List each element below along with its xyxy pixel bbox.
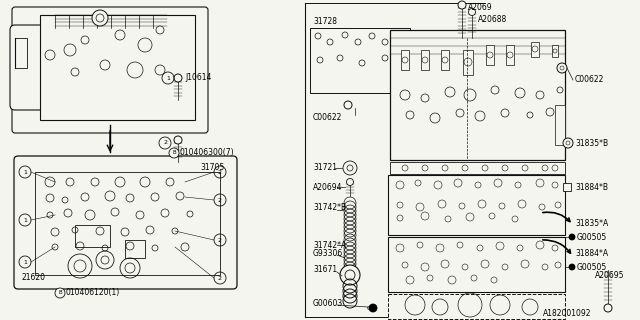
Text: 1: 1 xyxy=(23,170,27,174)
Circle shape xyxy=(138,38,152,52)
FancyBboxPatch shape xyxy=(12,7,208,133)
Circle shape xyxy=(71,68,79,76)
Text: 31835*A: 31835*A xyxy=(575,219,608,228)
Circle shape xyxy=(100,60,110,70)
Text: 31884*B: 31884*B xyxy=(575,183,608,193)
Bar xyxy=(421,50,429,70)
Circle shape xyxy=(174,74,182,82)
Text: A20695: A20695 xyxy=(595,270,625,279)
FancyBboxPatch shape xyxy=(14,156,237,289)
Circle shape xyxy=(45,50,55,60)
Text: 31742*B: 31742*B xyxy=(313,204,346,212)
Circle shape xyxy=(169,148,179,158)
Bar xyxy=(531,42,539,57)
Circle shape xyxy=(115,30,125,40)
Circle shape xyxy=(346,179,353,186)
Bar xyxy=(555,105,565,145)
Text: 31705: 31705 xyxy=(200,163,224,172)
Text: 31884*A: 31884*A xyxy=(575,249,608,258)
Text: 31742*A: 31742*A xyxy=(313,241,346,250)
Text: 010406300(7): 010406300(7) xyxy=(180,148,235,157)
Circle shape xyxy=(155,65,165,75)
Circle shape xyxy=(557,63,567,73)
Text: G00505: G00505 xyxy=(577,233,607,242)
Circle shape xyxy=(174,136,182,144)
Text: 2: 2 xyxy=(218,170,222,174)
Text: B: B xyxy=(172,150,176,156)
Text: J10614: J10614 xyxy=(185,74,211,83)
Text: B: B xyxy=(58,291,62,295)
Text: 2: 2 xyxy=(218,237,222,243)
Text: G93306: G93306 xyxy=(313,249,343,258)
Circle shape xyxy=(344,101,352,109)
Bar xyxy=(388,175,565,235)
Bar xyxy=(486,45,494,65)
Circle shape xyxy=(55,288,65,298)
Text: 1: 1 xyxy=(23,260,27,265)
Circle shape xyxy=(345,270,355,280)
Bar xyxy=(441,50,449,70)
Text: G00603: G00603 xyxy=(313,300,343,308)
Text: 31728: 31728 xyxy=(313,18,337,27)
Text: 31671: 31671 xyxy=(313,266,337,275)
Bar xyxy=(463,50,473,75)
Text: 2: 2 xyxy=(163,140,167,146)
Text: 31721: 31721 xyxy=(313,164,337,172)
Text: 31835*B: 31835*B xyxy=(575,139,608,148)
Text: C00622: C00622 xyxy=(313,114,342,123)
Bar xyxy=(388,237,565,292)
Bar xyxy=(35,172,220,275)
Circle shape xyxy=(340,265,360,285)
Circle shape xyxy=(343,161,357,175)
Circle shape xyxy=(569,264,575,270)
Text: A20694: A20694 xyxy=(313,182,342,191)
Circle shape xyxy=(458,1,466,9)
Bar xyxy=(40,15,195,120)
Text: A20688: A20688 xyxy=(478,15,508,25)
Bar xyxy=(125,240,145,258)
Circle shape xyxy=(569,234,575,240)
Bar xyxy=(15,38,27,68)
Text: A182001092: A182001092 xyxy=(543,308,591,317)
Text: 1: 1 xyxy=(166,76,170,81)
Circle shape xyxy=(92,10,108,26)
FancyBboxPatch shape xyxy=(10,25,65,110)
Bar xyxy=(75,225,110,247)
Text: A2069: A2069 xyxy=(468,4,493,12)
Circle shape xyxy=(127,62,143,78)
Circle shape xyxy=(369,304,377,312)
FancyArrowPatch shape xyxy=(543,240,570,253)
Bar xyxy=(390,30,565,160)
Text: C00622: C00622 xyxy=(575,76,604,84)
Circle shape xyxy=(468,9,476,15)
Text: O-: O- xyxy=(367,306,374,310)
Circle shape xyxy=(81,36,89,44)
Circle shape xyxy=(156,26,164,34)
FancyArrowPatch shape xyxy=(543,212,570,221)
Bar xyxy=(552,45,558,57)
Bar xyxy=(388,294,565,319)
Bar xyxy=(401,50,409,70)
Text: 1: 1 xyxy=(23,218,27,222)
Text: 2: 2 xyxy=(218,276,222,281)
Text: G00505: G00505 xyxy=(577,262,607,271)
Text: 2: 2 xyxy=(218,197,222,203)
Bar xyxy=(563,183,571,191)
Bar xyxy=(506,45,514,65)
Circle shape xyxy=(563,138,573,148)
Text: 21620: 21620 xyxy=(22,274,46,283)
Circle shape xyxy=(604,304,612,312)
Text: 010406120(1): 010406120(1) xyxy=(66,289,120,298)
Circle shape xyxy=(64,44,76,56)
Bar xyxy=(390,162,565,174)
Bar xyxy=(310,28,410,93)
